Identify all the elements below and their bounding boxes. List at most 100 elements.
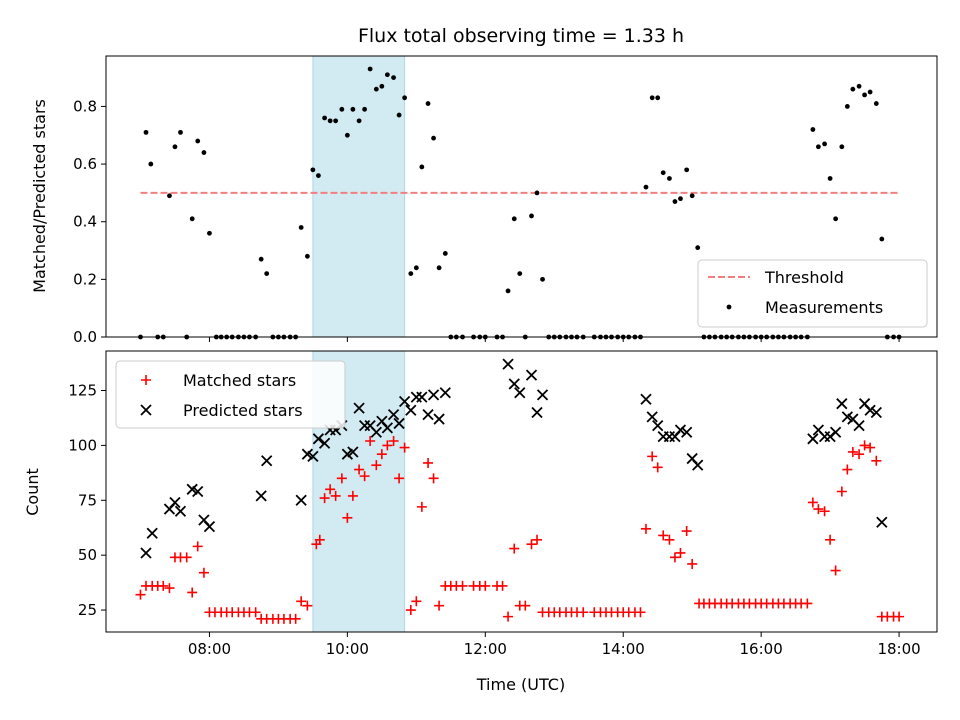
matched-star-point [635, 607, 646, 618]
measurement-point [529, 213, 534, 219]
measurement-point [322, 115, 328, 121]
predicted-star-point [140, 547, 152, 559]
measurement-point [419, 164, 425, 170]
measurement-point [207, 230, 212, 236]
measurement-point [833, 216, 839, 222]
measurement-point [517, 271, 523, 276]
matched-star-point [859, 440, 870, 451]
matched-star-point [532, 534, 543, 545]
matched-star-point [825, 534, 836, 545]
bottom-y-axis-label: Count [23, 468, 42, 516]
legend-box [697, 259, 928, 328]
predicted-star-point [370, 426, 382, 438]
predicted-star-point [307, 450, 319, 463]
predicted-star-point [174, 505, 187, 517]
legend-matched-swatch [141, 375, 151, 385]
measurement-point [667, 176, 672, 181]
measurement-point [384, 72, 390, 78]
y-tick-label: 0.6 [73, 155, 97, 173]
predicted-star-point [353, 402, 365, 414]
predicted-star-point [681, 426, 693, 438]
x-tick-label: 08:00 [188, 640, 231, 658]
measurement-point [350, 106, 356, 112]
predicted-star-point [398, 395, 411, 408]
matched-star-point [250, 607, 261, 618]
measurement-point [143, 129, 149, 135]
measurement-point [822, 141, 827, 147]
x-tick-label: 10:00 [326, 640, 369, 658]
top-axes-frame [105, 55, 938, 338]
measurement-point [511, 216, 517, 222]
matched-star-point [376, 449, 387, 460]
matched-star-point [428, 473, 439, 484]
bottom-legend: Matched stars Predicted stars [115, 360, 346, 429]
measurement-point [689, 193, 695, 199]
measurement-point [178, 129, 183, 135]
matched-star-point [819, 506, 830, 517]
measurement-point [327, 118, 333, 124]
legend-predicted-swatch [140, 404, 152, 416]
matched-star-point [503, 611, 514, 622]
matched-star-point [325, 484, 336, 495]
predicted-star-point [674, 424, 687, 436]
predicted-star-point [422, 409, 434, 421]
predicted-star-point [864, 404, 876, 416]
measurement-point [643, 184, 649, 190]
measurement-point [850, 86, 856, 92]
chart-title: Flux total observing time = 1.33 h [358, 25, 684, 47]
predicted-star-point [433, 413, 445, 425]
predicted-star-point [203, 520, 216, 533]
matched-star-point [894, 611, 905, 622]
measurement-point [672, 199, 678, 204]
predicted-star-point [876, 516, 888, 528]
predicted-stars-layer [140, 358, 888, 559]
x-tick-label: 16:00 [740, 640, 783, 658]
bottom-panel: 08:00 10:00 12:00 14:00 16:00 18:00 25 50 75 100… [23, 350, 938, 694]
matched-star-point [416, 501, 427, 512]
measurement-point [189, 216, 195, 222]
matched-star-point [371, 460, 382, 471]
matched-star-point [802, 598, 813, 609]
measurement-point [379, 83, 385, 89]
matched-star-point [675, 547, 686, 558]
measurement-point [442, 251, 448, 256]
measurements-layer [138, 66, 902, 340]
predicted-star-point [836, 398, 848, 410]
matched-star-point [865, 442, 876, 453]
measurement-point [436, 265, 442, 271]
measurement-point [867, 89, 873, 95]
matched-star-point [336, 473, 347, 484]
matched-star-point [198, 567, 209, 578]
predicted-star-point [853, 420, 865, 432]
predicted-star-point [169, 496, 181, 509]
legend-threshold-label: Threshold [764, 268, 844, 287]
matched-star-point [578, 607, 589, 618]
predicted-star-point [295, 494, 307, 506]
matched-star-point [664, 534, 675, 545]
matched-star-point [836, 486, 847, 497]
matched-star-point [509, 543, 520, 554]
measurement-point [431, 135, 436, 141]
measurement-point [264, 271, 270, 276]
measurement-point [413, 265, 419, 271]
measurement-point [148, 161, 154, 167]
legend-predicted-label: Predicted stars [183, 401, 303, 420]
matched-star-point [382, 440, 393, 451]
matched-star-point [302, 600, 313, 611]
measurement-point [649, 95, 655, 101]
predicted-star-point [514, 387, 526, 399]
matched-star-point [399, 442, 410, 453]
matched-star-point [807, 497, 818, 508]
predicted-star-point [393, 417, 405, 430]
matched-star-point [681, 526, 692, 537]
y-tick-label: 0.2 [73, 270, 97, 288]
measurement-point [684, 167, 690, 173]
x-tick-label: 18:00 [877, 640, 920, 658]
matched-star-point [314, 534, 325, 545]
predicted-star-point [640, 393, 652, 405]
predicted-star-point [536, 389, 549, 401]
predicted-star-point [261, 455, 273, 467]
predicted-star-point [652, 420, 664, 432]
matched-star-point [871, 455, 882, 466]
